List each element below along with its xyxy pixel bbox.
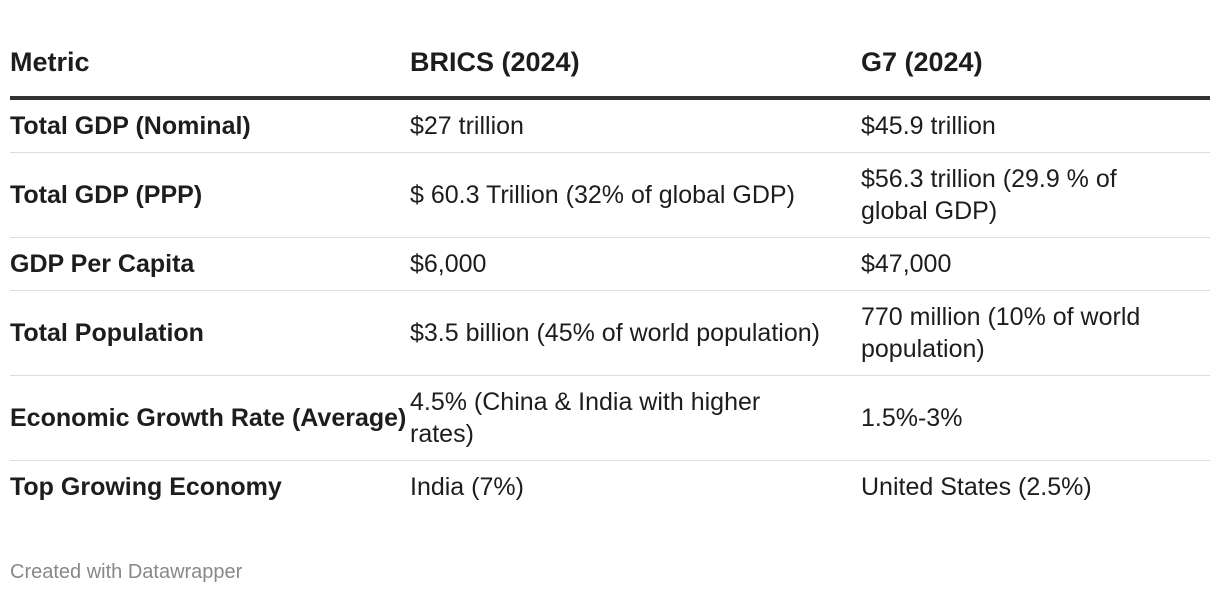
brics-value-cell: 4.5% (China & India with higher rates) [410, 375, 861, 461]
comparison-table-container: Metric BRICS (2024) G7 (2024) Total GDP … [10, 28, 1210, 513]
column-header-metric: Metric [10, 28, 410, 100]
table-header: Metric BRICS (2024) G7 (2024) [10, 28, 1210, 100]
table-row: Top Growing Economy India (7%) United St… [10, 461, 1210, 514]
g7-value-cell: $47,000 [861, 237, 1210, 291]
header-row: Metric BRICS (2024) G7 (2024) [10, 28, 1210, 100]
table-row: Economic Growth Rate (Average) 4.5% (Chi… [10, 375, 1210, 461]
datawrapper-credit: Created with Datawrapper [10, 561, 243, 583]
table-row: GDP Per Capita $6,000 $47,000 [10, 237, 1210, 291]
metric-cell: Economic Growth Rate (Average) [10, 375, 410, 461]
g7-value-cell: 1.5%-3% [861, 375, 1210, 461]
brics-value-cell: $3.5 billion (45% of world population) [410, 290, 861, 376]
brics-value-cell: $27 trillion [410, 98, 861, 153]
table-row: Total Population $3.5 billion (45% of wo… [10, 290, 1210, 376]
metric-cell: GDP Per Capita [10, 237, 410, 291]
metric-cell: Total GDP (PPP) [10, 152, 410, 238]
brics-value-cell: India (7%) [410, 473, 524, 501]
table-row: Total GDP (Nominal) $27 trillion $45.9 t… [10, 98, 1210, 153]
column-header-g7: G7 (2024) [861, 28, 1210, 100]
g7-value-cell: $56.3 trillion (29.9 % of global GDP) [861, 152, 1210, 238]
g7-value-cell: $45.9 trillion [861, 98, 1210, 153]
g7-value-cell: 770 million (10% of world population) [861, 290, 1210, 376]
g7-value-cell: United States (2.5%) [861, 473, 1092, 501]
table-row: Total GDP (PPP) $ 60.3 Trillion (32% of … [10, 152, 1210, 238]
brics-value-cell: $6,000 [410, 237, 861, 291]
metric-cell: Top Growing Economy [10, 473, 282, 501]
column-header-brics: BRICS (2024) [410, 28, 861, 100]
metric-cell: Total Population [10, 290, 410, 376]
metric-cell: Total GDP (Nominal) [10, 98, 410, 153]
brics-value-cell: $ 60.3 Trillion (32% of global GDP) [410, 152, 861, 238]
comparison-table: Metric BRICS (2024) G7 (2024) Total GDP … [10, 28, 1210, 513]
table-body: Total GDP (Nominal) $27 trillion $45.9 t… [10, 98, 1210, 513]
